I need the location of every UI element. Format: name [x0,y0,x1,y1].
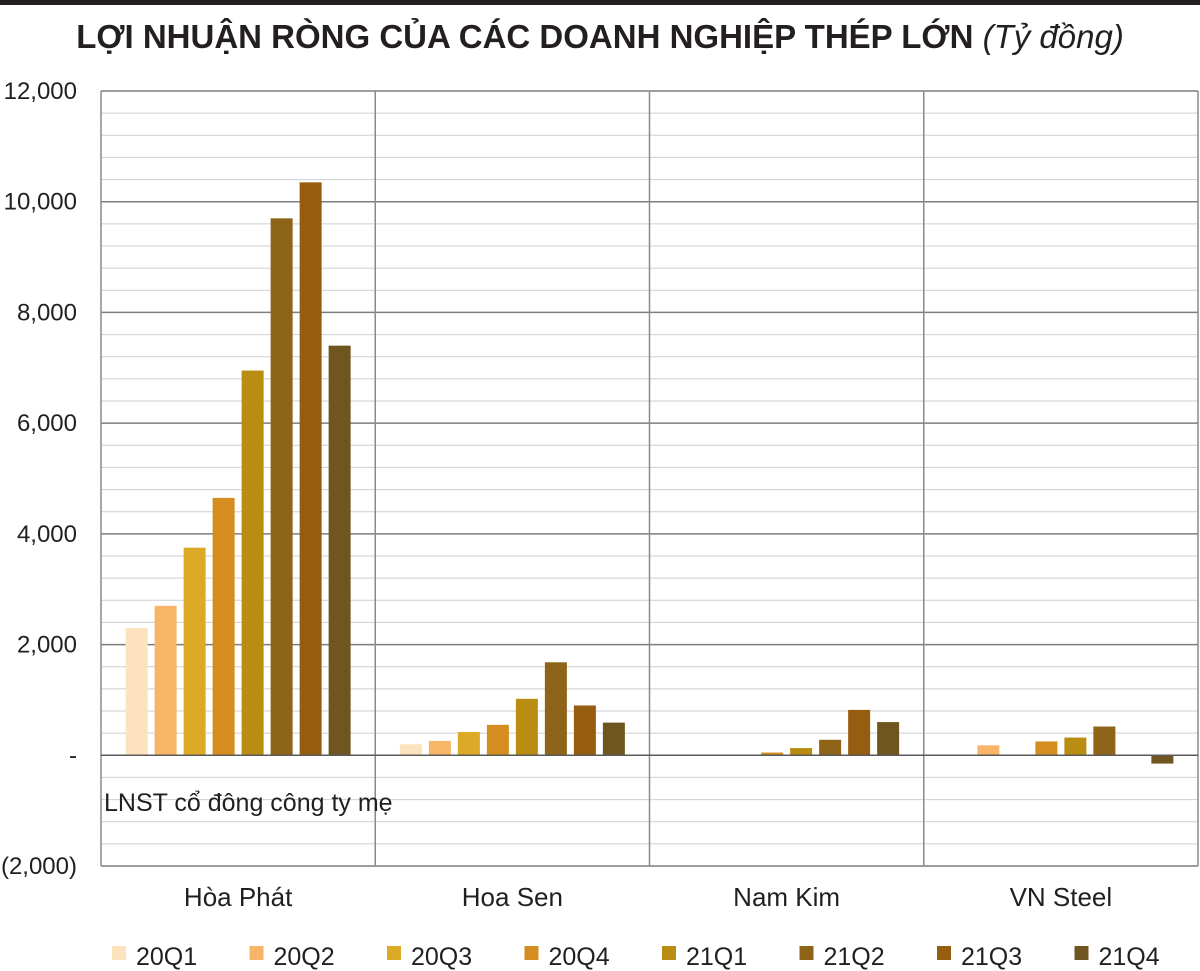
chart-title-main: LỢI NHUẬN RÒNG CỦA CÁC DOANH NGHIỆP THÉP… [76,18,974,55]
bar-21Q4-1 [602,722,625,756]
bar-20Q3-0 [183,547,206,756]
bar-21Q3-1 [573,705,596,756]
legend-swatch [662,946,676,960]
legend-label: 21Q4 [1099,943,1160,971]
bar-20Q2-0 [154,605,177,756]
bar-20Q1-0 [125,627,148,756]
bar-20Q4-2 [761,752,784,756]
legend-layer: 20Q1 20Q2 20Q3 20Q4 21Q1 21Q2 21Q3 21Q4 [112,943,1160,971]
y-tick-label: 10,000 [4,189,77,216]
bar-21Q3-0 [299,182,322,756]
legend-label: 20Q1 [136,943,197,971]
bar-20Q4-0 [212,497,235,756]
bar-21Q2-3 [1093,726,1116,756]
legend-label: 21Q1 [686,943,747,971]
legend-label: 21Q3 [961,943,1022,971]
legend-label: 20Q2 [274,943,335,971]
x-tick-label: Hoa Sen [462,882,563,912]
bar-20Q2-3 [977,745,1000,756]
legend-label: 20Q4 [549,943,610,971]
bar-21Q1-3 [1064,737,1087,756]
bar-20Q1-1 [399,744,422,756]
legend-swatch [249,946,264,960]
bar-21Q3-2 [848,709,871,756]
legend-swatch [799,946,814,960]
legend-swatch [112,946,126,960]
bars-layer [125,182,1174,764]
axis-layer: 12,000 10,000 8,000 6,000 4,000 2,000 - (2,000)… [1,78,1198,912]
top-rule [0,0,1200,5]
bar-20Q4-3 [1035,741,1058,756]
bar-21Q1-1 [515,698,538,756]
legend-label: 21Q2 [824,943,885,971]
y-tick-label: 6,000 [17,410,77,437]
legend-swatch [524,946,539,960]
bar-21Q1-0 [241,370,264,756]
bar-21Q4-2 [877,722,900,756]
chart-title-unit: (Tỷ đồng) [982,18,1124,55]
y-tick-label: - [69,742,77,769]
chart-title: LỢI NHUẬN RÒNG CỦA CÁC DOANH NGHIỆP THÉP… [0,18,1200,56]
bar-21Q2-2 [819,739,842,756]
legend-swatch [1074,946,1089,960]
y-tick-label: (2,000) [1,853,77,880]
x-tick-label: Nam Kim [733,882,840,912]
y-tick-label: 4,000 [17,521,77,548]
legend-swatch [387,946,401,960]
bar-21Q4-0 [328,345,351,756]
bar-20Q4-1 [486,724,509,756]
legend-label: 20Q3 [411,943,472,971]
bar-20Q3-1 [457,732,480,756]
y-tick-label: 8,000 [17,299,77,326]
bar-21Q1-2 [790,748,813,756]
bar-20Q2-1 [428,740,451,756]
y-tick-label: 12,000 [4,78,77,105]
grid-layer [100,90,1199,867]
bar-21Q2-1 [544,662,567,756]
x-tick-label: VN Steel [1010,882,1113,912]
legend-swatch [937,946,951,960]
annotation-label: LNST cổ đông công ty mẹ [104,789,393,817]
x-tick-label: Hòa Phát [184,882,293,912]
y-tick-label: 2,000 [17,632,77,659]
bar-21Q2-0 [270,218,293,756]
bar-21Q4-3 [1151,755,1174,764]
